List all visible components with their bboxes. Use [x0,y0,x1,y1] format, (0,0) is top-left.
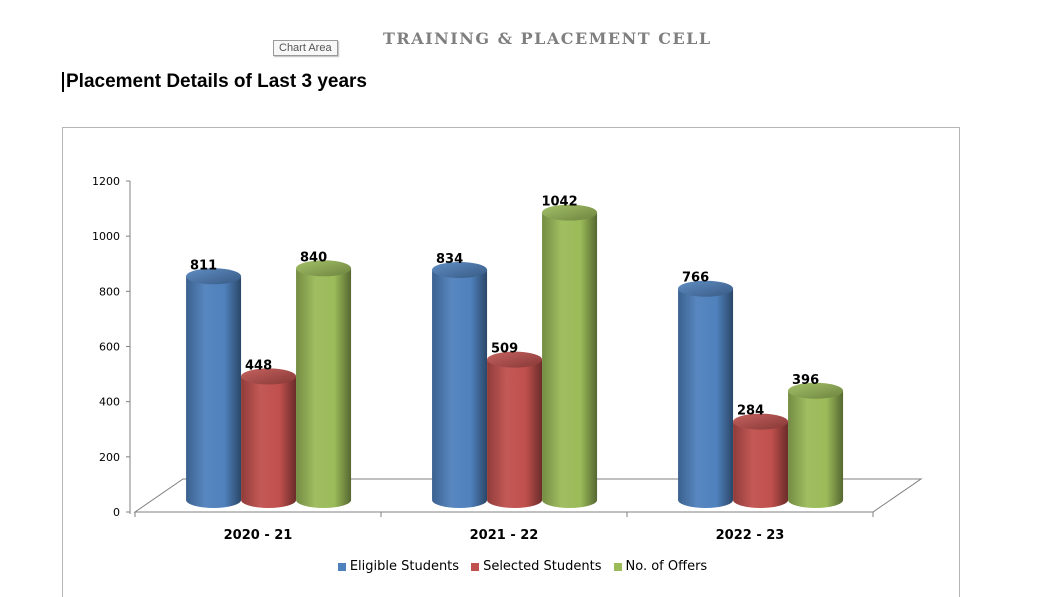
y-tick-label: 0 [113,506,120,519]
bar-body [186,276,242,508]
data-label: 396 [792,373,819,388]
data-label: 834 [436,252,463,267]
bar [432,261,488,508]
bar-top [788,382,844,399]
chart-bars [186,204,844,508]
bar-body [432,269,488,508]
bar-chart: 0 200 400 600 800 1000 1200 811 448 840 2020 - 21… [92,175,923,543]
legend-label: No. of Offers [625,559,708,574]
bar-body [733,421,789,508]
data-label: 766 [682,271,709,286]
legend-swatch [613,562,622,571]
bar [241,368,297,508]
bar-body [678,288,734,508]
chart-labels: 811 448 840 2020 - 21 834 509 1042 2021 - 22 766… [190,195,819,543]
x-tick-label: 2020 - 21 [224,528,293,543]
data-label: 840 [300,250,327,265]
bar [542,204,598,508]
x-tick-label: 2021 - 22 [470,528,539,543]
bar [788,382,844,508]
bar-body [788,390,844,508]
legend-item[interactable]: No. of Offers [613,559,708,574]
x-tick-label: 2022 - 23 [716,528,785,543]
bar [678,280,734,508]
legend-label: Eligible Students [349,559,460,574]
bar-body [241,376,297,508]
data-label: 1042 [541,195,577,210]
y-tick-label: 800 [99,285,120,298]
bar [186,268,242,508]
page-title: Placement Details of Last 3 years [62,72,367,92]
chart-area[interactable] [62,127,960,597]
bar-top [733,413,789,430]
data-label: 811 [190,258,217,273]
bar-top [432,261,488,278]
legend-item[interactable]: Selected Students [471,559,602,574]
bar [733,413,789,508]
data-label: 448 [245,358,272,373]
legend-item[interactable]: Eligible Students [337,559,460,574]
legend-label: Selected Students [483,559,602,574]
bar-body [296,268,352,508]
bar-body [542,212,598,508]
y-tick-label: 1200 [92,175,120,188]
bar [296,260,352,508]
y-tick-label: 200 [99,451,120,464]
bar-top [296,260,352,277]
legend-swatch [471,562,480,571]
y-tick-label: 400 [99,396,120,409]
bar [487,351,543,508]
bar-top [678,280,734,297]
chart-area-tooltip: Chart Area [273,40,338,56]
legend-swatch [337,562,346,571]
bar-top [487,351,543,368]
data-label: 284 [737,404,764,419]
y-tick-label: 1000 [92,230,120,243]
y-tick-label: 600 [99,341,120,354]
bar-top [241,368,297,385]
bar-top [186,268,242,285]
header-title: TRAINING & PLACEMENT CELL [383,29,712,48]
chart-legend[interactable]: Eligible Students Selected Students No. of… [0,559,1045,575]
bar-top [542,204,598,221]
data-label: 509 [491,342,518,357]
bar-body [487,359,543,508]
